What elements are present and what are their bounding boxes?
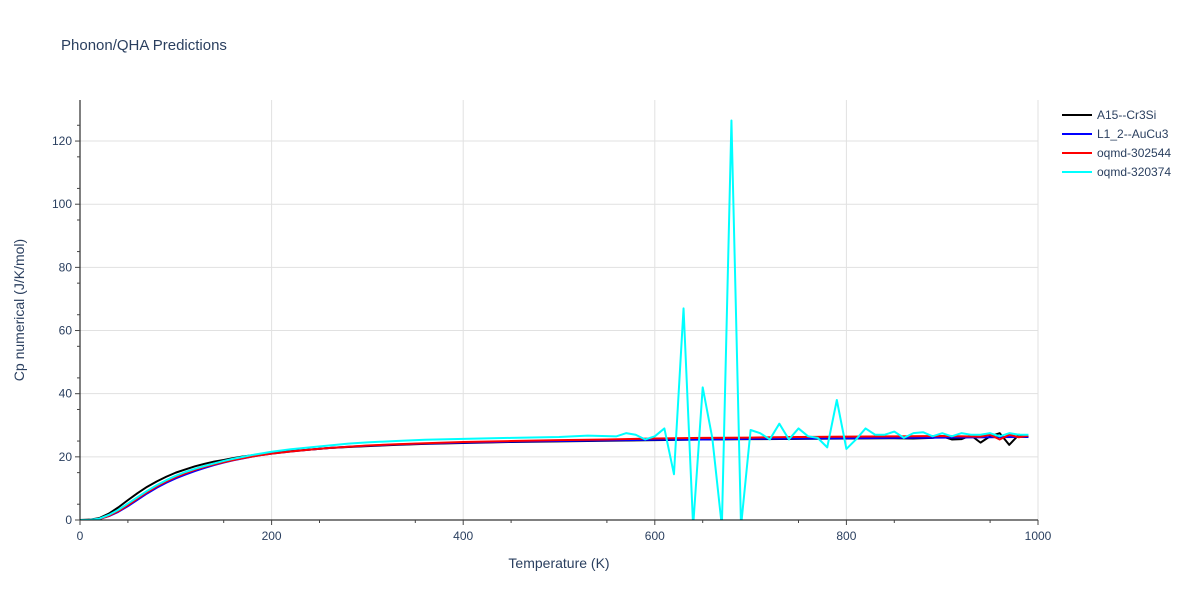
x-tick-label: 0: [77, 529, 84, 543]
y-tick-label: 80: [59, 260, 73, 274]
x-tick-label: 200: [262, 529, 282, 543]
legend-item-2[interactable]: oqmd-302544: [1062, 146, 1171, 160]
y-tick-label: 100: [52, 197, 72, 211]
legend-item-0[interactable]: A15--Cr3Si: [1062, 108, 1156, 122]
series-line-2[interactable]: [80, 433, 1029, 520]
legend-label: A15--Cr3Si: [1097, 108, 1156, 122]
x-tick-label: 1000: [1025, 529, 1052, 543]
y-tick-label: 0: [65, 513, 72, 527]
y-tick-label: 60: [59, 324, 73, 338]
x-axis-title: Temperature (K): [508, 555, 609, 571]
legend-item-3[interactable]: oqmd-320374: [1062, 165, 1171, 179]
y-axis-title: Cp numerical (J/K/mol): [11, 239, 27, 381]
x-tick-label: 800: [836, 529, 856, 543]
series-line-3[interactable]: [80, 119, 1029, 527]
legend-label: L1_2--AuCu3: [1097, 127, 1169, 141]
x-tick-label: 400: [453, 529, 473, 543]
chart-title: Phonon/QHA Predictions: [61, 37, 227, 54]
x-tick-label: 600: [645, 529, 665, 543]
y-tick-label: 120: [52, 134, 72, 148]
legend-label: oqmd-302544: [1097, 146, 1171, 160]
y-tick-label: 20: [59, 450, 73, 464]
legend-label: oqmd-320374: [1097, 165, 1171, 179]
y-tick-label: 40: [59, 387, 73, 401]
plot-area: [80, 119, 1029, 527]
legend-item-1[interactable]: L1_2--AuCu3: [1062, 127, 1169, 141]
legend[interactable]: A15--Cr3Si L1_2--AuCu3 oqmd-302544 oqmd-320…: [1062, 108, 1171, 179]
axes: 0 200 400 600 800 1000 0 20 40 60 80 100 120: [52, 100, 1052, 543]
